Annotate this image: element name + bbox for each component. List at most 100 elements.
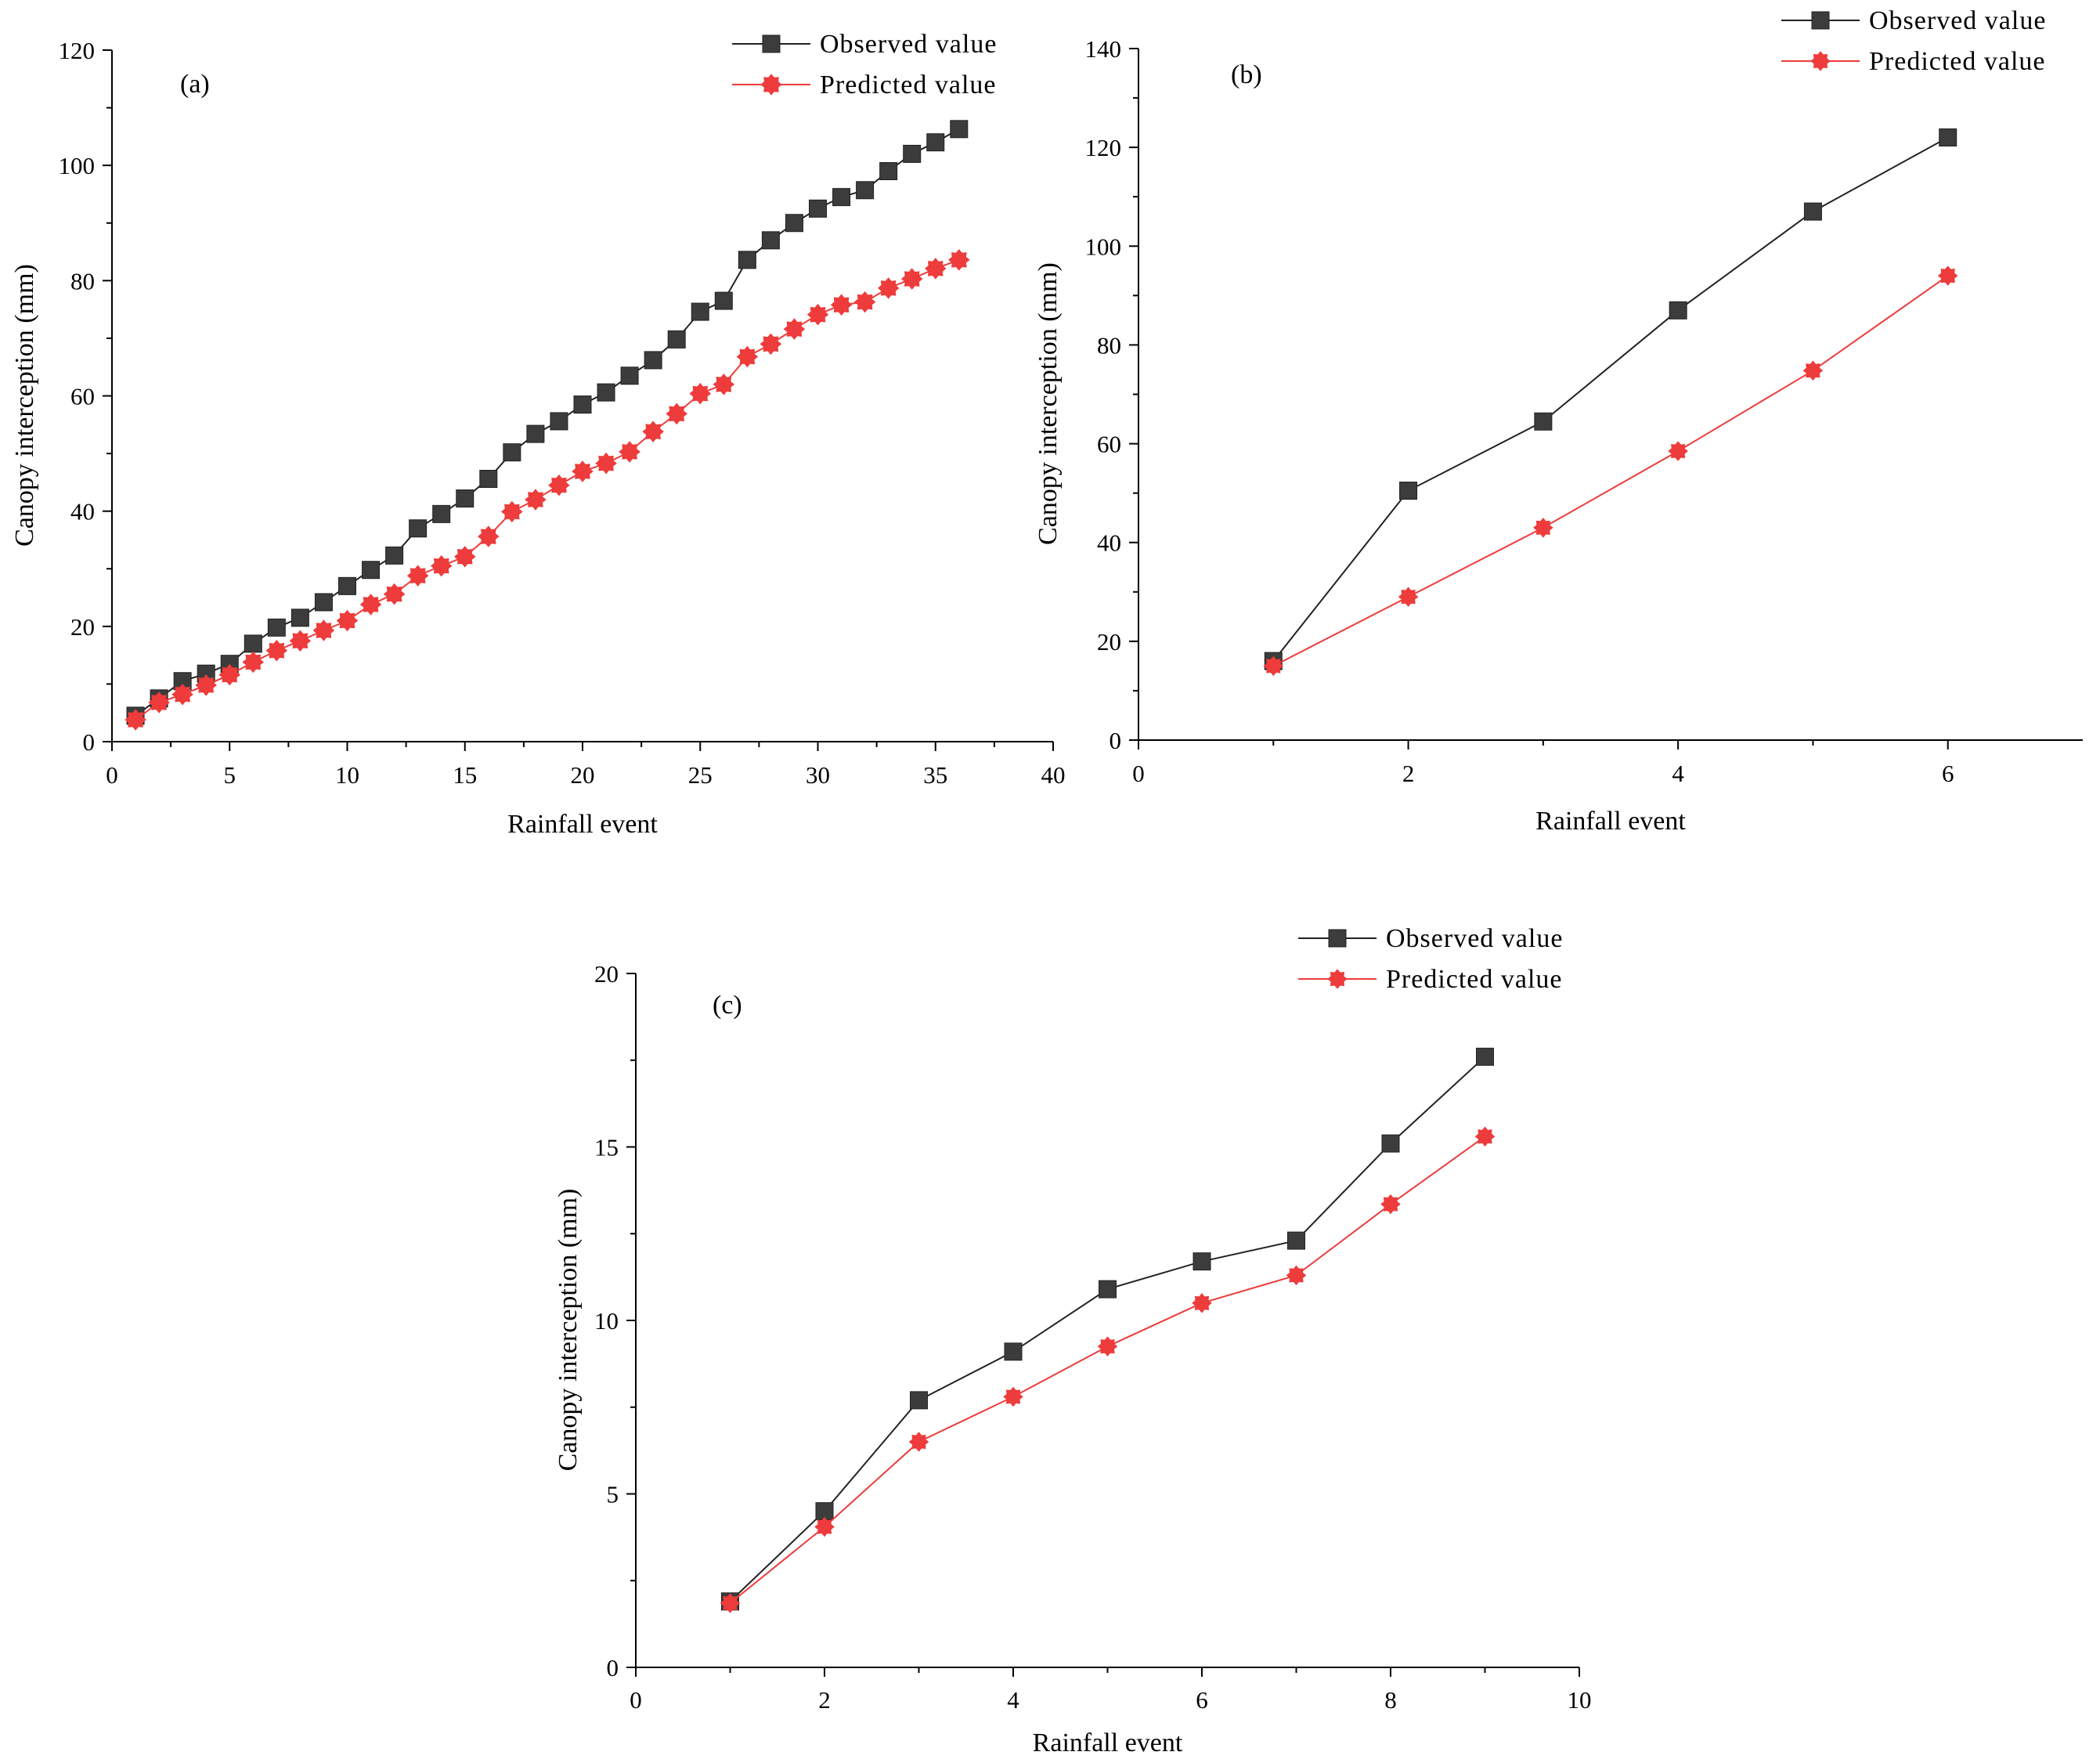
data-point-predicted [814,1516,835,1537]
panel-label: (c) [713,991,742,1020]
data-point-observed [573,396,592,414]
data-point-predicted [720,1593,741,1613]
data-point-observed [667,330,686,349]
data-point-observed [691,302,709,321]
x-tick-label: 2 [818,1686,831,1714]
data-point-predicted [900,268,923,290]
data-point-predicted [595,452,617,475]
data-point-predicted [619,441,640,463]
legend-marker [1328,929,1347,948]
data-point-predicted [1802,360,1824,381]
data-point-predicted [289,630,312,652]
data-point-observed [290,609,309,627]
x-axis-title: Rainfall event [1033,1728,1183,1757]
data-point-observed [926,133,945,152]
data-point-predicted [1937,265,1958,286]
data-point-observed [1193,1252,1211,1271]
data-point-predicted [1474,1126,1496,1147]
y-tick-label: 100 [59,152,96,179]
data-point-predicted [124,709,146,731]
data-point-predicted [830,294,853,316]
data-point-observed [385,546,404,565]
data-point-predicted [853,291,876,313]
y-tick-label: 20 [1097,628,1121,656]
y-tick-label: 60 [70,383,95,410]
y-axis-title: Canopy interception (mm) [554,1189,583,1472]
data-point-observed [910,1391,928,1410]
x-tick-label: 4 [1007,1686,1019,1714]
data-point-observed [314,593,333,612]
data-point-observed [1399,481,1418,500]
data-point-predicted [642,421,664,442]
data-point-predicted [525,489,547,511]
y-tick-label: 10 [594,1307,619,1335]
y-tick-label: 120 [1085,134,1122,161]
data-point-predicted [359,594,382,616]
data-point-predicted [406,565,429,587]
data-point-observed [1004,1342,1023,1361]
data-point-predicted [1003,1386,1023,1407]
legend-marker [1327,969,1348,989]
data-point-observed [479,469,498,488]
data-point-predicted [689,382,712,405]
data-point-predicted [572,461,594,482]
data-point-observed [432,504,451,523]
data-point-observed [338,576,356,595]
data-point-observed [644,351,662,370]
panel-label: (b) [1231,60,1262,89]
data-point-observed [1669,301,1687,320]
data-point-predicted [783,318,806,340]
x-tick-label: 35 [923,761,947,789]
y-tick-label: 40 [70,498,95,526]
data-point-observed [832,188,851,207]
x-axis-title: Rainfall event [1535,807,1686,836]
data-point-predicted [548,474,570,497]
data-point-predicted [1263,656,1284,677]
data-point-predicted [430,554,453,577]
data-point-observed [1803,202,1822,221]
x-tick-label: 0 [630,1686,642,1714]
data-point-observed [903,144,922,163]
legend-label: Observed value [1869,6,2046,35]
data-point-predicted [736,345,759,368]
data-point-predicted [948,249,970,271]
data-point-predicted [171,683,193,706]
x-tick-label: 6 [1942,760,1954,787]
data-point-predicted [478,526,500,547]
y-tick-label: 80 [1097,331,1121,359]
panel-label: (a) [180,70,210,99]
data-point-predicted [760,333,782,356]
data-point-observed [950,120,969,139]
legend-marker [760,74,782,96]
data-point-predicted [1286,1265,1307,1286]
data-point-observed [856,181,875,200]
data-point-observed [597,383,615,402]
x-tick-label: 15 [453,761,477,789]
y-tick-label: 60 [1097,431,1121,458]
y-axis-title: Canopy interception (mm) [1034,262,1063,545]
legend-label: Predicted value [1869,47,2046,76]
data-point-predicted [1380,1194,1401,1215]
data-point-observed [362,561,381,580]
data-point-predicted [454,546,476,568]
data-point-predicted [336,609,359,632]
data-point-observed [879,162,898,181]
data-point-predicted [908,1432,929,1452]
data-point-observed [761,231,780,250]
data-point-observed [267,618,286,637]
x-tick-label: 8 [1384,1686,1397,1714]
x-tick-label: 25 [688,761,713,789]
data-point-predicted [501,500,523,523]
x-tick-label: 40 [1041,761,1066,789]
data-point-predicted [1398,587,1419,607]
data-point-observed [1476,1047,1494,1066]
data-point-observed [456,489,474,507]
data-point-observed [738,251,756,269]
data-point-predicted [877,277,900,299]
data-point-predicted [265,639,288,662]
data-point-predicted [242,651,265,674]
data-point-observed [1099,1280,1117,1298]
data-point-predicted [666,403,687,425]
series-line-observed [729,1056,1486,1602]
series-line-predicted [729,1136,1486,1604]
